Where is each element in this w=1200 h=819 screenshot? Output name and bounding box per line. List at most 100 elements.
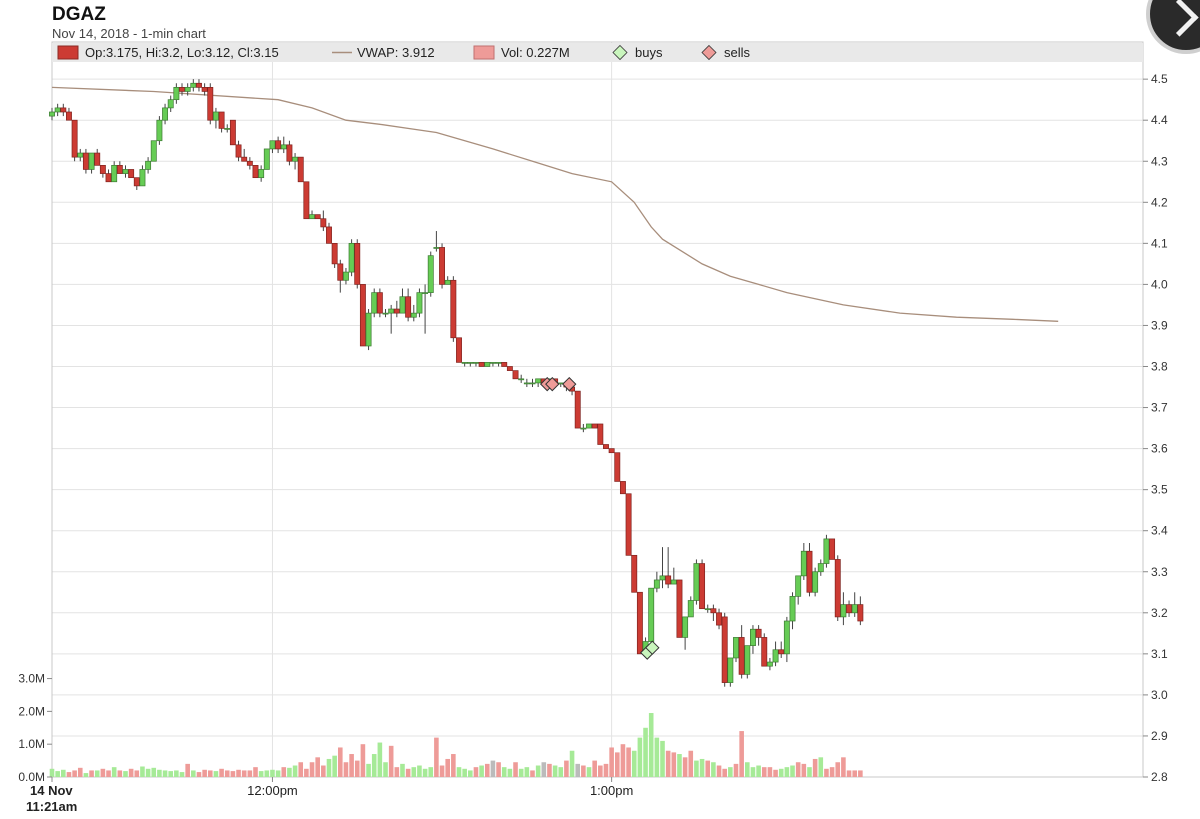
candle-body — [783, 620, 790, 655]
volume-bar — [535, 765, 541, 777]
candle-body — [179, 87, 185, 92]
volume-bar — [315, 757, 320, 777]
volume-bar — [281, 767, 287, 777]
candle-body — [744, 645, 751, 675]
candle-body — [716, 612, 722, 626]
volume-bar — [241, 770, 247, 777]
candle-body — [365, 312, 372, 347]
y-tick-label: 4.1 — [1151, 236, 1168, 250]
candle-body — [49, 111, 55, 117]
candle-body — [342, 271, 349, 281]
volume-bar — [94, 770, 100, 777]
volume-bar — [66, 772, 72, 777]
volume-bar — [728, 767, 733, 777]
volume-bar — [394, 767, 400, 777]
candle-body — [326, 226, 332, 244]
legend-background — [52, 43, 1143, 62]
candle-body — [303, 181, 310, 220]
candle-body — [337, 263, 344, 281]
volume-bar — [230, 771, 236, 777]
volume-bar — [761, 767, 767, 777]
candle-body — [399, 296, 406, 314]
x-tick-sublabel: 11:21am — [26, 799, 77, 814]
volume-bar — [349, 754, 354, 777]
candle-body — [478, 362, 485, 367]
volume-bar — [128, 768, 134, 777]
volume-bar — [705, 760, 711, 777]
volume-bar — [428, 767, 434, 777]
volume-bar — [852, 770, 858, 777]
candle-body — [529, 382, 536, 385]
candle-body — [687, 600, 694, 618]
x-tick-label: 14 Nov — [30, 783, 73, 798]
volume-bar — [292, 765, 298, 777]
volume-bar — [564, 760, 569, 777]
candle-body — [439, 247, 445, 285]
volume-bar — [377, 742, 383, 777]
y-tick-label: 4.3 — [1151, 154, 1168, 168]
candle-body — [116, 165, 123, 174]
volume-bar — [462, 768, 467, 777]
candle-body — [823, 538, 830, 564]
volume-bar — [400, 763, 405, 777]
candle-body — [461, 362, 468, 364]
volume-bar — [739, 731, 744, 777]
candle-body — [467, 362, 474, 364]
legend-volume-label: Vol: 0.227M — [501, 45, 570, 60]
candle-body — [128, 169, 135, 179]
volume-bar — [841, 757, 846, 777]
volume-bar — [422, 768, 428, 777]
volume-tick-label: 0.0M — [18, 770, 45, 784]
sell-marker — [545, 376, 560, 392]
candle-body — [224, 128, 231, 130]
volume-bar — [496, 762, 501, 777]
axes: 4.5 4.4 4.3 4.2 4.1 4.0 3.9 3.8 3.7 3.6 3.5 3.4 3.3 3… — [18, 72, 1168, 814]
volume-bar — [818, 757, 824, 777]
candle-body — [693, 563, 700, 601]
volume-bar — [756, 765, 761, 777]
volume-bar — [654, 737, 660, 777]
legend-volume-swatch — [473, 45, 495, 60]
volume-bar — [270, 769, 275, 777]
y-tick-label: 3.8 — [1151, 360, 1168, 374]
candle-body — [800, 550, 807, 577]
candle-body — [444, 279, 451, 285]
candle-body — [212, 111, 219, 121]
volume-bar — [722, 768, 727, 777]
candle-body — [422, 292, 429, 294]
volume-bar — [835, 762, 841, 777]
legend-ohlc-label: Op:3.175, Hi:3.2, Lo:3.12, Cl:3.15 — [85, 45, 279, 60]
candle-body — [682, 616, 689, 638]
volume-bar — [309, 762, 315, 777]
candle-body — [309, 214, 315, 220]
volume-bar — [524, 767, 530, 777]
volume-bar — [547, 763, 552, 777]
volume-bar — [162, 770, 168, 777]
volume-bar — [694, 760, 699, 777]
volume-bar — [716, 765, 722, 777]
volume-bar — [371, 754, 377, 777]
candle-body — [778, 649, 785, 655]
volume-bar — [49, 768, 55, 777]
volume-bar — [106, 770, 111, 777]
legend-sells-label: sells — [724, 45, 751, 60]
vwap-line — [51, 86, 1059, 322]
volume-bar — [157, 769, 162, 777]
volume-bar — [745, 762, 750, 777]
candle-body — [371, 292, 378, 314]
y-tick-label: 4.2 — [1151, 195, 1168, 209]
volume-tick-label: 2.0M — [18, 704, 45, 718]
candle-body — [280, 144, 287, 150]
volume-bar — [77, 767, 83, 777]
candle-body — [252, 165, 259, 179]
candle-body — [851, 604, 858, 614]
candle-body — [275, 140, 282, 150]
candle-body — [71, 119, 78, 158]
volume-bar — [196, 772, 202, 777]
candle-body — [648, 587, 655, 642]
volume-bar — [807, 767, 812, 777]
volume-tick-label: 3.0M — [18, 672, 45, 686]
candle-body — [88, 152, 95, 170]
volume-bar — [846, 770, 852, 777]
